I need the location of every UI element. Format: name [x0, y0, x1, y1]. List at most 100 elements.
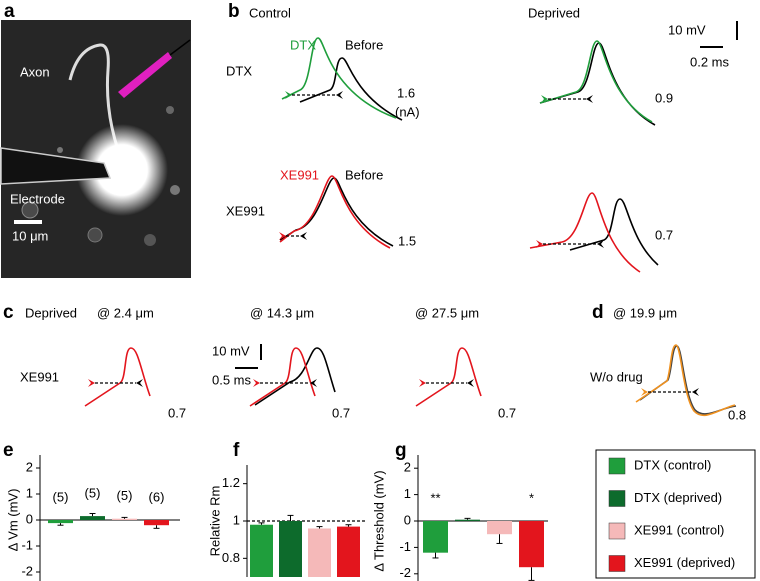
bar	[80, 516, 105, 520]
micrograph	[0, 20, 191, 278]
row-label: XE991	[226, 203, 265, 218]
y-tick-label: -2	[399, 565, 411, 580]
legend-label: XE991 (control)	[634, 522, 724, 537]
y-tick-label: 0.8	[222, 550, 240, 565]
threshold-arrow	[253, 379, 260, 387]
threshold-arrow	[467, 379, 474, 387]
legend-label: DTX (control)	[634, 457, 711, 472]
threshold-arrow	[88, 379, 95, 387]
current-value: 0.7	[332, 405, 350, 420]
y-tick-label: -2	[21, 563, 33, 578]
scale-label: 0.5 ms	[212, 372, 252, 387]
bar	[337, 526, 360, 577]
site-label: @ 14.3 μm	[250, 305, 314, 320]
threshold-arrow	[641, 388, 648, 396]
site-label: @ 2.4 μm	[97, 305, 154, 320]
trace-label: Before	[345, 37, 383, 52]
bar	[48, 520, 73, 524]
panel-label: e	[3, 440, 14, 461]
threshold-arrow	[541, 95, 548, 103]
current-value: 1.5	[398, 233, 416, 248]
trace-label: DTX	[290, 37, 316, 52]
y-tick-label: -1	[21, 537, 33, 552]
trace	[539, 40, 653, 123]
panel-label: b	[228, 1, 240, 22]
bar	[455, 519, 480, 521]
bar	[519, 521, 544, 568]
legend: DTX (control) DTX (deprived) XE991 (contro…	[608, 457, 735, 572]
y-tick-label: 1	[26, 485, 33, 500]
trace	[281, 37, 397, 119]
threshold-arrow	[597, 240, 604, 248]
bar-annotation: (5)	[85, 486, 101, 501]
trace	[279, 175, 391, 249]
trace	[299, 57, 403, 121]
bar-annotation: (5)	[53, 489, 69, 504]
bar	[279, 521, 302, 577]
y-axis-label: Relative Rm	[207, 486, 222, 557]
y-axis-label: Δ Threshold (mV)	[371, 470, 386, 571]
bar-annotation: (5)	[117, 488, 133, 503]
trace	[639, 345, 737, 415]
panel-label: a	[4, 1, 15, 22]
threshold-arrow	[586, 95, 593, 103]
y-tick-label: -1	[399, 539, 411, 554]
bar	[250, 524, 273, 577]
current-value: 0.8	[728, 407, 746, 422]
site-label: @ 19.9 μm	[613, 305, 677, 320]
trace	[84, 347, 151, 407]
current-value: 0.9	[655, 90, 673, 105]
y-tick-label: 0	[404, 512, 411, 527]
panel-label: g	[395, 440, 407, 461]
legend-label: DTX (deprived)	[634, 490, 722, 505]
trace	[529, 192, 641, 273]
legend-swatch	[608, 490, 626, 507]
y-axis-label: Δ Vm (mV)	[5, 489, 20, 552]
trace-label: Before	[345, 167, 383, 182]
column-title: Deprived	[528, 5, 580, 20]
y-tick-label: 2	[26, 459, 33, 474]
traces	[84, 37, 737, 417]
panel-label: c	[3, 302, 14, 323]
bar-annotation: **	[430, 490, 440, 505]
condition-label: Deprived	[25, 305, 77, 320]
legend-swatch	[608, 522, 626, 540]
trace	[415, 347, 482, 407]
image-label: Axon	[20, 64, 50, 79]
bar	[487, 521, 512, 535]
panel-label: d	[592, 302, 604, 323]
y-tick-label: 1.2	[222, 475, 240, 490]
threshold-arrow	[279, 232, 286, 240]
legend-label: XE991 (deprived)	[634, 555, 735, 570]
image-label: Electrode	[10, 191, 65, 206]
y-tick-label: 1	[233, 512, 240, 527]
trace-label: XE991	[280, 167, 319, 182]
threshold-arrow	[310, 379, 317, 387]
trace	[249, 347, 316, 407]
bar	[144, 520, 169, 526]
scale-label: 10 μm	[12, 228, 48, 243]
threshold-arrow	[285, 91, 292, 99]
site-label: @ 27.5 μm	[415, 305, 479, 320]
legend-swatch	[608, 555, 626, 572]
threshold-arrow	[692, 388, 699, 396]
y-tick-label: 0	[26, 511, 33, 526]
current-value: 0.7	[655, 227, 673, 242]
row-label: W/o drug	[590, 369, 643, 384]
bar	[112, 518, 137, 520]
threshold-arrow	[300, 232, 307, 240]
current-value: 0.7	[498, 405, 516, 420]
current-value: 0.7	[168, 405, 186, 420]
scale-label: 0.2 ms	[690, 54, 730, 69]
scale-label: 10 mV	[212, 343, 250, 358]
bar	[423, 521, 448, 553]
bar-annotation: *	[529, 490, 534, 505]
panel-label: f	[233, 440, 240, 461]
legend-box	[595, 449, 756, 579]
y-tick-label: 1	[404, 486, 411, 501]
threshold-arrow	[419, 379, 426, 387]
threshold-arrow	[536, 240, 543, 248]
row-label: DTX	[226, 63, 252, 78]
